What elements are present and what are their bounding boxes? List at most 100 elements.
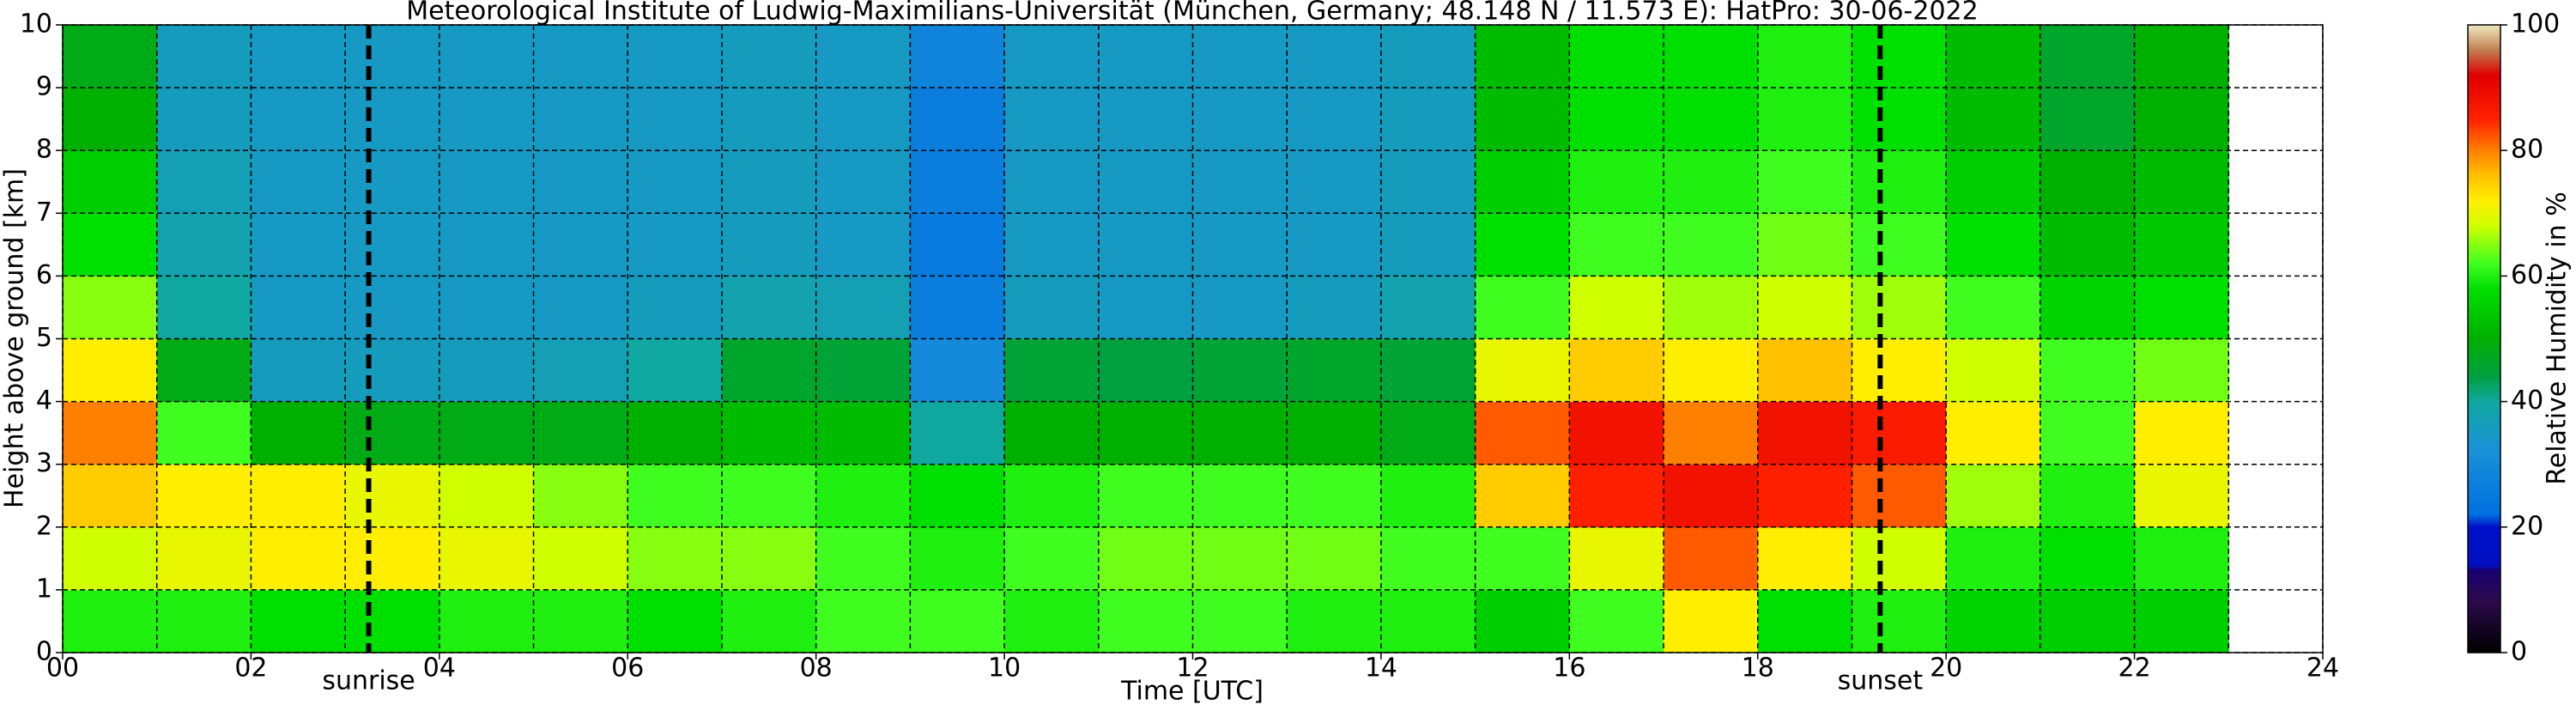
heatmap-cell [910,213,1005,276]
plot-frame [62,24,2324,653]
heatmap-cell [1098,25,1193,88]
heatmap-cell [63,589,158,653]
heatmap-cell [1852,464,1947,528]
heatmap-cell [815,150,911,214]
heatmap-cell [251,401,346,465]
heatmap-cell [1098,150,1193,214]
y-tick-label: 10 [20,9,52,40]
heatmap-cell [1946,464,2041,528]
heatmap-cell [1287,401,1382,465]
colorbar-label: Relative Humidity in % [2543,191,2573,484]
x-tick-label: 08 [800,653,833,684]
heatmap-cell [1569,25,1664,88]
heatmap-cell [156,25,252,88]
heatmap-cell [1380,150,1476,214]
heatmap-cell [721,88,817,151]
heatmap-cell [2134,526,2229,591]
heatmap-cell [533,25,628,88]
heatmap-cell [815,464,911,528]
heatmap-cell [63,464,158,528]
heatmap-cell [1380,88,1476,151]
x-tick-label: 04 [423,653,456,684]
x-tick-label: 22 [2118,653,2150,684]
heatmap-cell [1757,150,1852,214]
heatmap-cell [910,526,1005,591]
heatmap-cell [251,276,346,339]
heatmap-cell [63,526,158,591]
heatmap-cell [1004,213,1100,276]
heatmap-cell [439,464,535,528]
heatmap-cell [1380,589,1476,653]
heatmap-cell [721,25,817,88]
heatmap-cell [1098,213,1193,276]
heatmap-cell [156,526,252,591]
heatmap-cell [251,526,346,591]
y-tick-label: 0 [36,637,52,667]
heatmap-cell [345,88,440,151]
heatmap-cell [2040,25,2136,88]
heatmap-cell [1287,213,1382,276]
heatmap-cell [63,150,158,214]
heatmap-cell [156,213,252,276]
heatmap-cell [345,464,440,528]
chart-title: Meteorological Institute of Ludwig-Maxim… [406,0,1978,27]
heatmap-cell [1946,276,2041,339]
heatmap-cell [1757,25,1852,88]
heatmap-cell [156,88,252,151]
colorbar-tick-label: 80 [2511,135,2543,165]
heatmap-cell [156,338,252,403]
heatmap-cell [63,88,158,151]
heatmap-cell [251,589,346,653]
heatmap-cell [533,213,628,276]
heatmap-cell [1569,88,1664,151]
heatmap-cell [533,464,628,528]
heatmap-cell [1946,338,2041,403]
heatmap-cell [1192,464,1288,528]
heatmap-cell [1664,589,1759,653]
heatmap-cell [627,589,723,653]
colorbar-tick-label: 40 [2511,386,2543,416]
heatmap-cell [1852,150,1947,214]
y-tick-label: 6 [36,260,52,290]
heatmap-cell [1757,88,1852,151]
heatmap-cell [1475,276,1570,339]
heatmap-cell [1098,589,1193,653]
heatmap-cell [815,213,911,276]
heatmap-cell [1004,276,1100,339]
colorbar-tick-label: 100 [2511,9,2560,40]
heatmap-cell [910,401,1005,465]
heatmap-cell [1380,526,1476,591]
heatmap-cell [627,464,723,528]
heatmap-cell [627,213,723,276]
heatmap-cell [721,401,817,465]
heatmap-cell [815,88,911,151]
heatmap-cell [1192,88,1288,151]
heatmap-cell [1475,401,1570,465]
heatmap-cell [1004,464,1100,528]
heatmap-cell [533,276,628,339]
heatmap-cell [1569,401,1664,465]
heatmap-cell [627,150,723,214]
heatmap-cell [1569,276,1664,339]
heatmap-cell [1098,88,1193,151]
heatmap-cell [1380,401,1476,465]
colorbar-tick-label: 0 [2511,637,2527,667]
heatmap-cell [439,213,535,276]
x-axis-label: Time [UTC] [1120,677,1264,707]
heatmap-cell [1946,25,2041,88]
heatmap-cell [1569,150,1664,214]
heatmap-cell [533,526,628,591]
heatmap-cell [251,88,346,151]
heatmap-cell [1475,526,1570,591]
heatmap-cell [1664,276,1759,339]
heatmap-cell [1664,464,1759,528]
heatmap-cell [345,526,440,591]
heatmap-cell [1287,589,1382,653]
heatmap-cell [1757,526,1852,591]
y-axis-label: Height above ground [km] [0,168,30,508]
colorbar [2467,24,2501,653]
heatmap-cell [439,526,535,591]
heatmap-cell [1852,589,1947,653]
heatmap-cell [1946,589,2041,653]
heatmap-cell [1475,150,1570,214]
